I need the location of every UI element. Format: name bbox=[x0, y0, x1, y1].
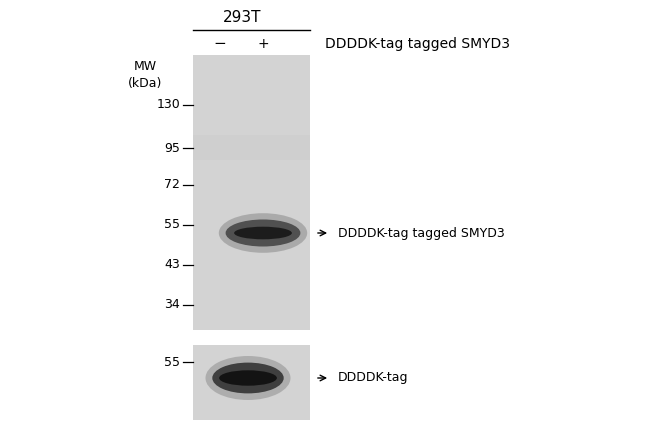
Bar bbox=[193, 55, 310, 330]
Text: 55: 55 bbox=[164, 355, 180, 368]
Text: 95: 95 bbox=[164, 141, 180, 154]
Text: 43: 43 bbox=[164, 259, 180, 271]
Ellipse shape bbox=[219, 213, 307, 253]
Text: DDDDK-tag tagged SMYD3: DDDDK-tag tagged SMYD3 bbox=[338, 227, 505, 240]
Ellipse shape bbox=[213, 362, 283, 393]
Text: DDDDK-tag: DDDDK-tag bbox=[338, 371, 408, 384]
Bar bbox=[193, 345, 310, 420]
Text: 293T: 293T bbox=[223, 11, 261, 25]
Bar bbox=[193, 135, 310, 160]
Text: +: + bbox=[257, 37, 269, 51]
Text: (kDa): (kDa) bbox=[128, 76, 162, 89]
Text: DDDDK-tag tagged SMYD3: DDDDK-tag tagged SMYD3 bbox=[325, 37, 510, 51]
Text: 55: 55 bbox=[164, 219, 180, 232]
Text: −: − bbox=[214, 36, 226, 51]
Ellipse shape bbox=[226, 219, 300, 246]
Text: 130: 130 bbox=[156, 98, 180, 111]
Text: MW: MW bbox=[133, 60, 157, 73]
Ellipse shape bbox=[219, 370, 277, 386]
Text: 34: 34 bbox=[164, 298, 180, 311]
Ellipse shape bbox=[205, 356, 291, 400]
Ellipse shape bbox=[234, 227, 292, 239]
Text: 72: 72 bbox=[164, 179, 180, 192]
